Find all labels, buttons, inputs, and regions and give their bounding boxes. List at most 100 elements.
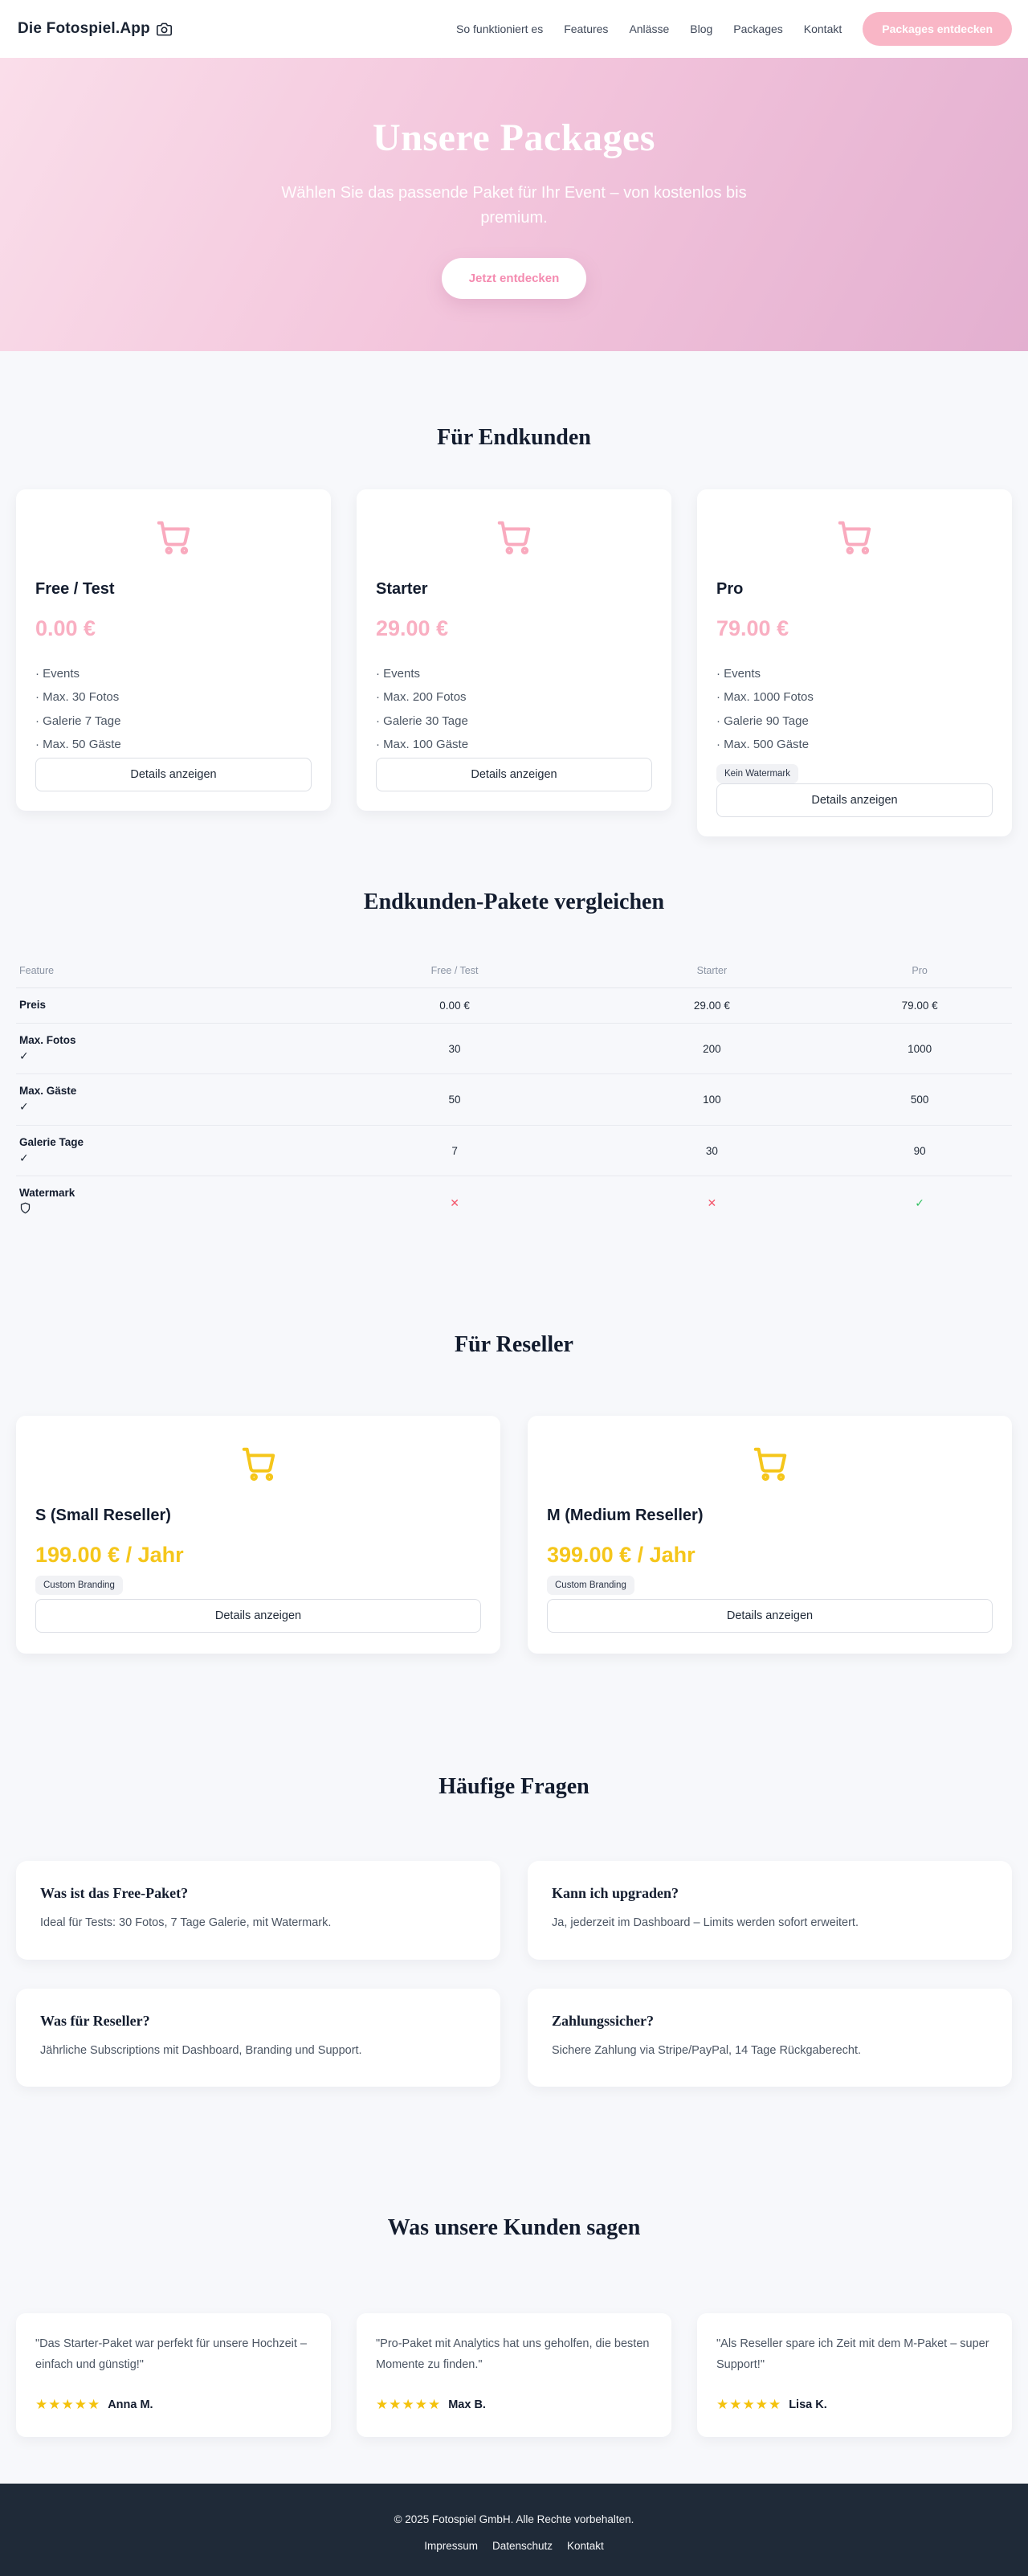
nav-item-blog[interactable]: Blog	[690, 22, 713, 35]
cell-value: 500	[910, 1094, 929, 1106]
reseller-card-grid: S (Small Reseller) 199.00 € / Jahr Custo…	[16, 1415, 1012, 1654]
testimonial-card-max: "Pro-Paket mit Analytics hat uns geholfe…	[357, 2313, 671, 2438]
check-icon: ✓	[915, 1196, 924, 1209]
details-anzeigen-button[interactable]: Details anzeigen	[376, 758, 652, 791]
site-footer: © 2025 Fotospiel GmbH. Alle Rechte vorbe…	[0, 2484, 1028, 2576]
faq-answer: Ja, jederzeit im Dashboard – Limits werd…	[552, 1916, 859, 1929]
package-title: S (Small Reseller)	[35, 1506, 171, 1524]
nav-item-packages[interactable]: Packages	[733, 22, 783, 35]
faq-answer: Jährliche Subscriptions mit Dashboard, B…	[40, 2043, 362, 2057]
package-card-m-medium-reseller: M (Medium Reseller) 399.00 € / Jahr Cust…	[528, 1415, 1012, 1654]
details-anzeigen-button[interactable]: Details anzeigen	[35, 758, 312, 791]
table-row-max-fotos: Max. Fotos ✓ 30 200 1000	[16, 1024, 1012, 1075]
package-title: Pro	[716, 580, 744, 598]
package-feature-list: Events Max. 200 Fotos Galerie 30 Tage Ma…	[376, 662, 652, 756]
testimonials-section: Was unsere Kunden sagen "Das Starter-Pak…	[14, 2087, 1014, 2484]
cell-value: 30	[448, 1042, 461, 1055]
cell-value: 200	[703, 1042, 721, 1055]
testimonial-name: Lisa K.	[789, 2398, 827, 2412]
faq-answer: Sichere Zahlung via Stripe/PayPal, 14 Ta…	[552, 2043, 862, 2057]
package-feature: Events	[376, 662, 652, 685]
faq-card-reseller: Was für Reseller? Jährliche Subscription…	[16, 1988, 500, 2087]
brand-logo[interactable]: Die Fotospiel.App	[18, 20, 172, 38]
row-feature-label: Galerie Tage ✓	[19, 1135, 316, 1166]
package-feature: Galerie 90 Tage	[716, 709, 993, 733]
row-feature-label: Max. Fotos ✓	[19, 1033, 316, 1064]
shopping-cart-icon	[240, 1445, 277, 1486]
package-feature: Events	[35, 662, 312, 685]
cell-value: 100	[703, 1094, 721, 1106]
shopping-cart-icon	[752, 1445, 789, 1486]
row-feature-label: Max. Gäste ✓	[19, 1084, 316, 1114]
column-header-feature: Feature	[19, 965, 55, 976]
testimonial-card-lisa: "Als Reseller spare ich Zeit mit dem M-P…	[697, 2313, 1012, 2438]
faq-card-zahlung: Zahlungssicher? Sichere Zahlung via Stri…	[528, 1988, 1012, 2087]
package-feature: Max. 200 Fotos	[376, 685, 652, 709]
jetzt-entdecken-button[interactable]: Jetzt entdecken	[441, 257, 587, 299]
endkunden-section: Für Endkunden Free / Test 0.00 € Events …	[14, 351, 1014, 836]
package-price: 0.00 €	[35, 616, 96, 640]
package-card-pro: Pro 79.00 € Events Max. 1000 Fotos Galer…	[697, 489, 1012, 836]
package-feature: Max. 50 Gäste	[35, 733, 312, 756]
reseller-section: Für Reseller S (Small Reseller) 199.00 €…	[14, 1229, 1014, 1654]
kein-watermark-badge: Kein Watermark	[716, 764, 799, 783]
brand-name: Die Fotospiel.App	[18, 20, 150, 37]
column-header-pro: Pro	[912, 965, 928, 976]
site-header: Die Fotospiel.App So funktioniert es Fea…	[0, 0, 1028, 58]
nav-item-kontakt[interactable]: Kontakt	[803, 22, 842, 35]
shield-icon	[19, 1201, 316, 1220]
details-anzeigen-button[interactable]: Details anzeigen	[716, 783, 993, 817]
testimonial-card-anna: "Das Starter-Paket war perfekt für unser…	[16, 2313, 331, 2438]
faq-section: Häufige Fragen Was ist das Free-Paket? I…	[14, 1654, 1014, 2087]
camera-icon	[156, 22, 172, 37]
column-header-starter: Starter	[696, 965, 728, 976]
testimonial-quote: "Das Starter-Paket war perfekt für unser…	[35, 2337, 307, 2371]
star-rating-icon: ★★★★★	[716, 2397, 782, 2413]
package-card-s-small-reseller: S (Small Reseller) 199.00 € / Jahr Custo…	[16, 1415, 500, 1654]
hero-subtitle: Wählen Sie das passende Paket für Ihr Ev…	[281, 183, 747, 227]
package-price: 79.00 €	[716, 616, 789, 640]
nav-item-so-funktioniert-es[interactable]: So funktioniert es	[456, 22, 544, 35]
faq-question: Was für Reseller?	[40, 2012, 150, 2029]
package-title: M (Medium Reseller)	[547, 1506, 704, 1524]
shopping-cart-icon	[155, 518, 192, 559]
testimonial-meta: ★★★★★ Anna M.	[35, 2397, 312, 2413]
faq-grid: Was ist das Free-Paket? Ideal für Tests:…	[16, 1860, 1012, 2087]
packages-entdecken-button[interactable]: Packages entdecken	[863, 12, 1012, 46]
cell-value: 1000	[908, 1042, 932, 1055]
package-feature-list: Events Max. 1000 Fotos Galerie 90 Tage M…	[716, 662, 993, 756]
comparison-table: Feature Free / Test Starter Pro Preis 0.…	[16, 957, 1012, 1229]
testimonial-grid: "Das Starter-Paket war perfekt für unser…	[16, 2313, 1012, 2438]
package-feature-list: Events Max. 30 Fotos Galerie 7 Tage Max.…	[35, 662, 312, 756]
faq-card-upgraden: Kann ich upgraden? Ja, jederzeit im Dash…	[528, 1860, 1012, 1960]
faq-question: Was ist das Free-Paket?	[40, 1884, 189, 1901]
footer-link-kontakt[interactable]: Kontakt	[567, 2540, 604, 2553]
details-anzeigen-button[interactable]: Details anzeigen	[547, 1598, 993, 1633]
testimonial-name: Max B.	[448, 2398, 486, 2412]
star-rating-icon: ★★★★★	[35, 2397, 101, 2413]
cell-value: 29.00 €	[693, 999, 730, 1012]
footer-link-datenschutz[interactable]: Datenschutz	[492, 2540, 553, 2553]
details-anzeigen-button[interactable]: Details anzeigen	[35, 1598, 481, 1633]
main-nav: So funktioniert es Features Anlässe Blog…	[456, 12, 1012, 46]
comparison-heading: Endkunden-Pakete vergleichen	[363, 889, 665, 914]
package-feature: Max. 30 Fotos	[35, 685, 312, 709]
faq-question: Kann ich upgraden?	[552, 1884, 679, 1901]
cross-icon: ✕	[450, 1196, 459, 1209]
table-row-max-gaeste: Max. Gäste ✓ 50 100 500	[16, 1074, 1012, 1126]
reseller-heading: Für Reseller	[455, 1331, 573, 1357]
package-card-starter: Starter 29.00 € Events Max. 200 Fotos Ga…	[357, 489, 671, 811]
faq-answer: Ideal für Tests: 30 Fotos, 7 Tage Galeri…	[40, 1916, 332, 1929]
package-feature: Galerie 7 Tage	[35, 709, 312, 733]
table-row-preis: Preis 0.00 € 29.00 € 79.00 €	[16, 988, 1012, 1024]
package-title: Starter	[376, 580, 428, 598]
package-card-free-test: Free / Test 0.00 € Events Max. 30 Fotos …	[16, 489, 331, 811]
shopping-cart-icon	[836, 518, 873, 559]
row-feature-label: Watermark	[19, 1186, 316, 1219]
nav-item-features[interactable]: Features	[564, 22, 609, 35]
check-icon: ✓	[19, 1100, 29, 1114]
comparison-header-row: Feature Free / Test Starter Pro	[16, 957, 1012, 988]
testimonial-meta: ★★★★★ Lisa K.	[716, 2397, 993, 2413]
footer-link-impressum[interactable]: Impressum	[424, 2540, 478, 2553]
nav-item-anlaesse[interactable]: Anlässe	[629, 22, 670, 35]
